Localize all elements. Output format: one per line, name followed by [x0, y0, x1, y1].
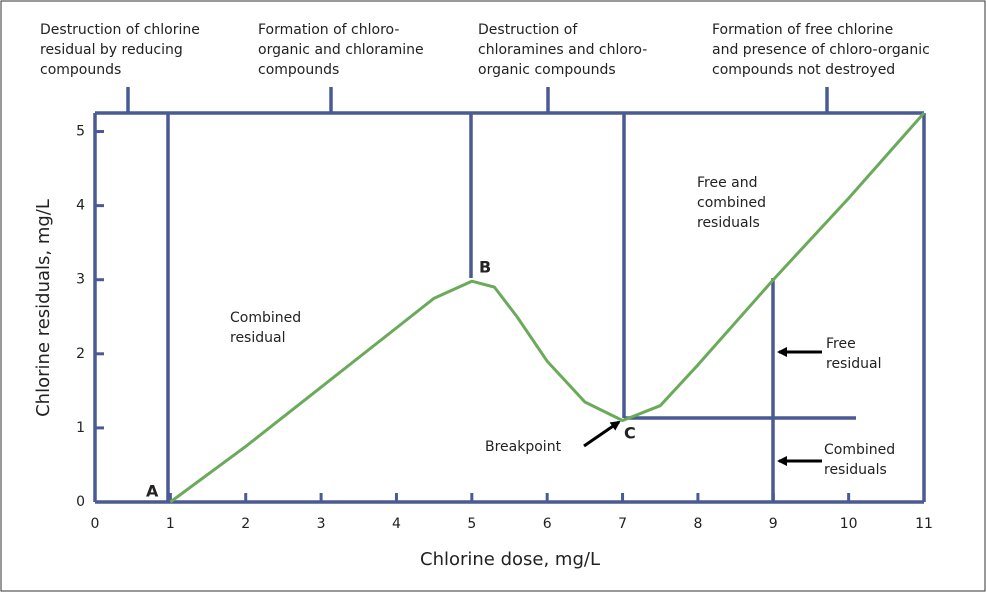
x-tick-label: 5	[467, 516, 476, 532]
x-tick-label: 8	[693, 516, 702, 532]
annotation: Combined	[824, 442, 895, 458]
annotation: Combined	[230, 310, 301, 326]
y-tick-label: 4	[76, 198, 85, 214]
annotations: Combined residual Free and combined resi…	[146, 175, 895, 501]
zone-label: Destruction of	[478, 22, 578, 38]
x-tick-label: 3	[317, 516, 326, 532]
annotation: Free and	[697, 175, 758, 191]
x-tick-label: 6	[543, 516, 552, 532]
zone-label: organic compounds	[478, 62, 616, 78]
annotation: Free	[826, 336, 856, 352]
x-tick-label: 2	[241, 516, 250, 532]
zone-label: and presence of chloro-organic	[712, 42, 930, 58]
zone-label: residual by reducing	[40, 42, 183, 58]
zone-label: compounds	[258, 62, 339, 78]
zone-label: organic and chloramine	[258, 42, 424, 58]
zone-label: compounds not destroyed	[712, 62, 895, 78]
zone-label: compounds	[40, 62, 121, 78]
x-axis-label: Chlorine dose, mg/L	[420, 549, 600, 570]
x-tick-label: 4	[392, 516, 401, 532]
zone-label: Formation of free chlorine	[712, 22, 893, 38]
x-tick-label: 11	[915, 516, 933, 532]
x-tick-label: 0	[91, 516, 100, 532]
point-label: C	[624, 424, 636, 443]
annotation: residuals	[697, 215, 760, 231]
x-tick-label: 1	[166, 516, 175, 532]
y-axis-label: Chlorine residuals, mg/L	[33, 199, 54, 417]
arrows	[583, 347, 822, 466]
frame	[93, 87, 926, 504]
x-tick-label: 9	[769, 516, 778, 532]
annotation: combined	[697, 195, 766, 211]
annotation: Breakpoint	[485, 439, 562, 455]
point-label: A	[146, 482, 159, 501]
annotation: residuals	[824, 462, 887, 478]
point-label: B	[479, 258, 491, 277]
y-tick-label: 2	[76, 346, 85, 362]
zone-labels: Destruction of chlorine residual by redu…	[40, 22, 930, 78]
y-tick-label: 0	[76, 494, 85, 510]
y-tick-label: 3	[76, 272, 85, 288]
annotation: residual	[230, 330, 285, 346]
zone-label: Destruction of chlorine	[40, 22, 200, 38]
zone-label: chloramines and chloro-	[478, 42, 647, 58]
annotation: residual	[826, 356, 881, 372]
data-line	[169, 112, 926, 504]
y-tick-label: 1	[76, 420, 85, 436]
x-tick-label: 7	[618, 516, 627, 532]
x-tick-label: 10	[840, 516, 858, 532]
y-tick-label: 5	[76, 124, 85, 140]
zone-label: Formation of chloro-	[258, 22, 399, 38]
